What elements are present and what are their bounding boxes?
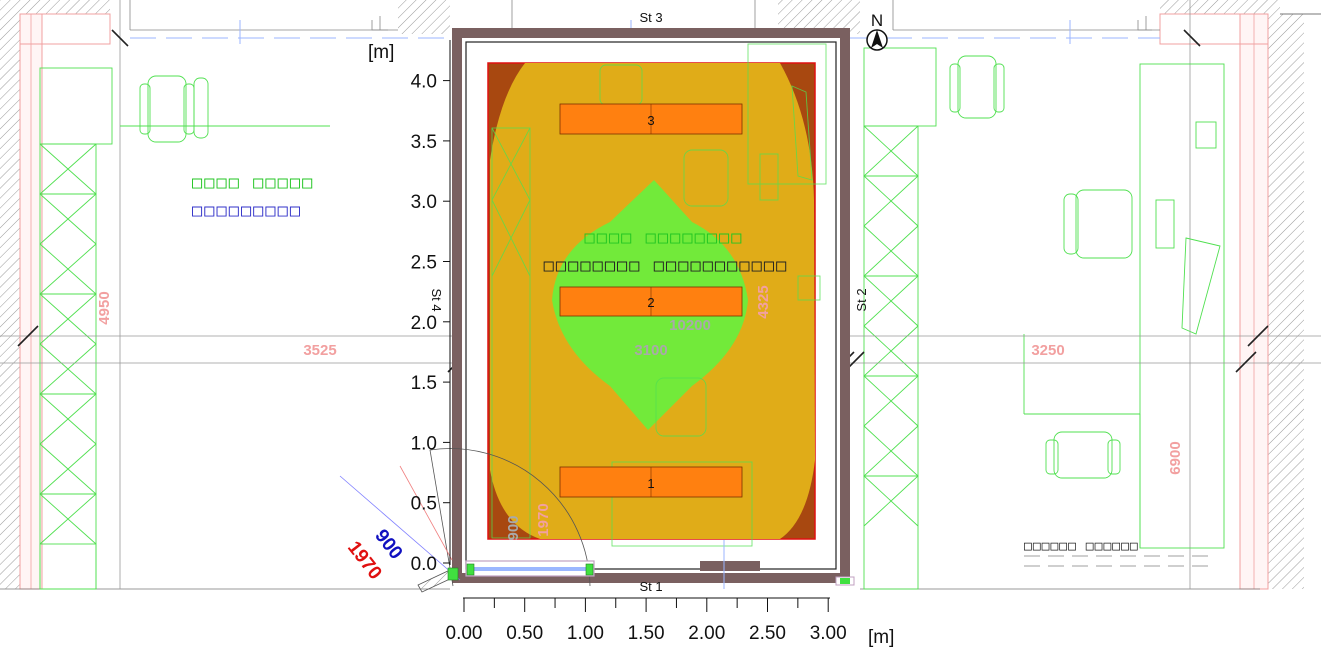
- luminaire-3: 3: [559, 103, 743, 135]
- y-axis-unit: [m]: [368, 42, 394, 63]
- dim-center-area: 10200: [669, 317, 711, 334]
- y-tick-label: 1.0: [411, 433, 437, 454]
- x-tick-label: 2.50: [749, 623, 786, 644]
- x-tick-label: 1.00: [567, 623, 604, 644]
- y-tick-label: 2.0: [411, 313, 437, 334]
- room-label-center-green: □□□□ □□□□□□□□: [584, 228, 743, 248]
- luminaire-2-label: 2: [647, 295, 654, 310]
- dim-left-height: 4950: [96, 291, 113, 324]
- x-tick-label: 3.00: [810, 623, 847, 644]
- x-tick-label: 2.00: [688, 623, 725, 644]
- dim-door-grey-small: 900: [505, 515, 522, 540]
- x-tick-label: 1.50: [628, 623, 665, 644]
- y-tick-label: 0.5: [411, 494, 437, 515]
- room-labels: □□□□ □□□□□ □□□□□□□□□ □□□□ □□□□□□□□ □□□□□…: [192, 173, 1208, 567]
- y-tick-label: 1.5: [411, 373, 437, 394]
- room-label-center-dark: □□□□□□□□ □□□□□□□□□□□: [544, 256, 789, 276]
- x-axis-unit: [m]: [868, 627, 894, 648]
- luminaire-3-label: 3: [647, 113, 654, 128]
- y-tick-label: 3.0: [411, 192, 437, 213]
- compass-north-label: N: [871, 11, 883, 30]
- wall-label-st1: St 1: [639, 579, 662, 594]
- left-room-furniture: [39, 67, 330, 590]
- dim-door-red-small: 1970: [535, 503, 552, 536]
- wall-label-st4: St 4: [429, 288, 444, 311]
- y-tick-label: 4.0: [411, 72, 437, 93]
- dim-right-width: 3250: [1031, 342, 1064, 359]
- y-ticks: 0.0 0.5 1.0 1.5 2.0 2.5 3.0 3.5 4.0: [411, 72, 450, 575]
- x-ticks: 0.00 0.50 1.00 1.50 2.00 2.50 3.00: [446, 598, 847, 644]
- luminaire-1: 1: [559, 466, 743, 498]
- dimension-labels: 3525 4950 3100 10200 4325 3250 6900 1970…: [96, 285, 1184, 583]
- luminaire-1-label: 1: [647, 476, 654, 491]
- y-axis: [m] 0.0 0.5 1.0 1.5 2.0 2.5 3.0 3.5 4.0: [368, 40, 451, 575]
- dim-left-width: 3525: [303, 342, 336, 359]
- y-tick-label: 0.0: [411, 554, 437, 575]
- wall-label-st3: St 3: [639, 10, 662, 25]
- x-tick-label: 0.50: [506, 623, 543, 644]
- y-tick-label: 3.5: [411, 132, 437, 153]
- room-label-left-green: □□□□ □□□□□: [192, 173, 314, 193]
- dim-right-height: 6900: [1167, 441, 1184, 474]
- door: [339, 448, 855, 593]
- y-tick-label: 2.5: [411, 253, 437, 274]
- compass-icon: N: [866, 11, 888, 51]
- x-axis: [m] 0.00 0.50 1.00 1.50 2.00 2.50 3.00: [446, 597, 894, 648]
- dim-center-width: 3100: [634, 342, 667, 359]
- room-label-right-dark: □□□□□□ □□□□□□: [1024, 539, 1139, 554]
- luminaire-2: 2: [559, 286, 743, 317]
- right-room-furniture: [863, 47, 1225, 590]
- x-tick-label: 0.00: [446, 623, 483, 644]
- room-label-left-blue: □□□□□□□□□: [192, 201, 302, 221]
- wall-label-st2: St 2: [854, 288, 869, 311]
- luminaires: 3 2 1: [559, 103, 743, 498]
- dim-center-height: 4325: [755, 285, 772, 318]
